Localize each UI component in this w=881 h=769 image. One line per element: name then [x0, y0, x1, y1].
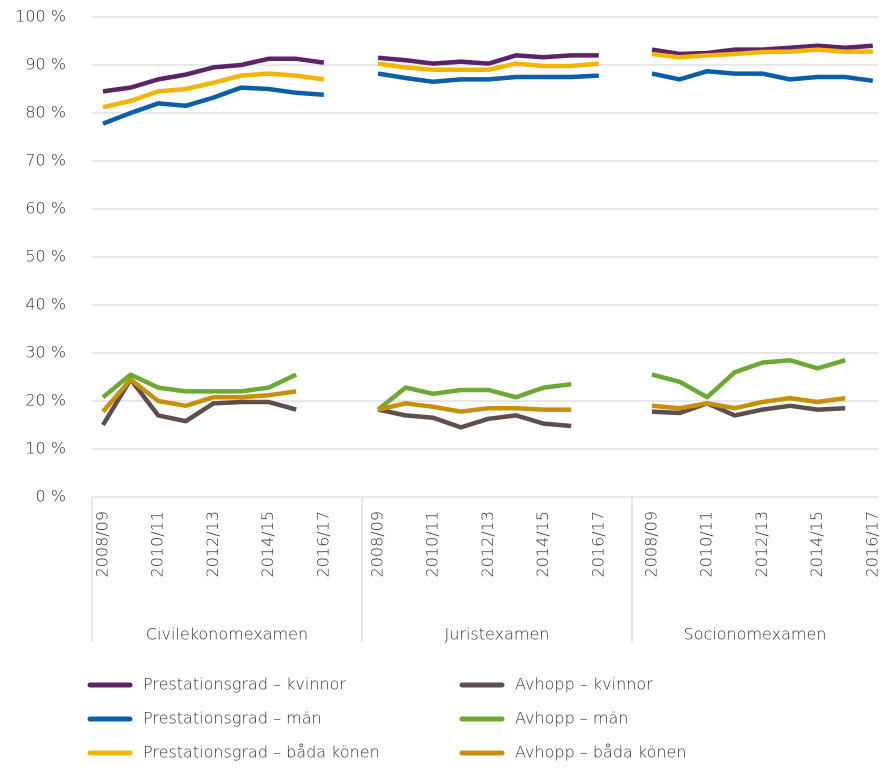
- x-tick-label: 2010/11: [148, 511, 167, 577]
- y-tick-label: 10 %: [25, 439, 66, 458]
- x-tick-label: 2014/15: [258, 511, 277, 577]
- series-line: [651, 68, 874, 84]
- y-tick-label: 100 %: [15, 7, 66, 26]
- x-tick-label: 2010/11: [423, 511, 442, 577]
- x-tick-label: 2016/17: [313, 511, 332, 577]
- series-line: [651, 43, 873, 57]
- series-line: [377, 407, 572, 430]
- x-tick-label: 2016/17: [862, 511, 881, 577]
- y-tick-label: 80 %: [25, 103, 66, 122]
- x-tick-label: 2012/13: [752, 511, 771, 577]
- y-tick-label: 40 %: [25, 295, 66, 314]
- x-tick-label: 2008/09: [642, 511, 661, 577]
- legend-label: Prestationsgrad – båda könen: [143, 743, 380, 762]
- x-tick-label: 2010/11: [697, 511, 716, 577]
- x-tick-label: 2008/09: [368, 511, 387, 577]
- series-line: [101, 377, 297, 414]
- series-line: [101, 372, 298, 399]
- y-tick-label: 20 %: [25, 391, 66, 410]
- legend-label: Prestationsgrad – kvinnor: [143, 675, 346, 694]
- x-tick-label: 2014/15: [807, 511, 826, 577]
- y-tick-label: 90 %: [25, 55, 66, 74]
- y-tick-label: 60 %: [25, 199, 66, 218]
- x-tick-label: 2008/09: [93, 511, 112, 577]
- x-tick-label: 2012/13: [203, 511, 222, 577]
- series-line: [377, 53, 599, 66]
- y-tick-label: 70 %: [25, 151, 66, 170]
- series-line: [376, 381, 572, 412]
- legend-label: Avhopp – män: [515, 709, 628, 728]
- legend-label: Avhopp – båda könen: [515, 743, 687, 762]
- y-tick-label: 0 %: [36, 487, 66, 506]
- series-line: [651, 357, 846, 400]
- x-tick-label: 2014/15: [533, 511, 552, 577]
- legend-label: Prestationsgrad – män: [143, 709, 322, 728]
- series-line: [377, 401, 572, 414]
- x-tick-label: 2016/17: [588, 511, 607, 577]
- series-line: [651, 401, 846, 418]
- series-line: [377, 71, 599, 85]
- series-line: [651, 47, 873, 60]
- y-tick-label: 30 %: [25, 343, 66, 362]
- legend-label: Avhopp – kvinnor: [515, 675, 653, 694]
- panel-label: Socionomexamen: [684, 625, 827, 644]
- y-tick-label: 50 %: [25, 247, 66, 266]
- series-line: [651, 395, 846, 411]
- panel-label: Civilekonomexamen: [146, 625, 308, 644]
- series-line: [377, 61, 599, 73]
- series-line: [102, 71, 325, 110]
- series-line: [102, 85, 324, 126]
- series-line: [102, 56, 325, 94]
- x-tick-label: 2012/13: [478, 511, 497, 577]
- panel-label: Juristexamen: [445, 625, 550, 644]
